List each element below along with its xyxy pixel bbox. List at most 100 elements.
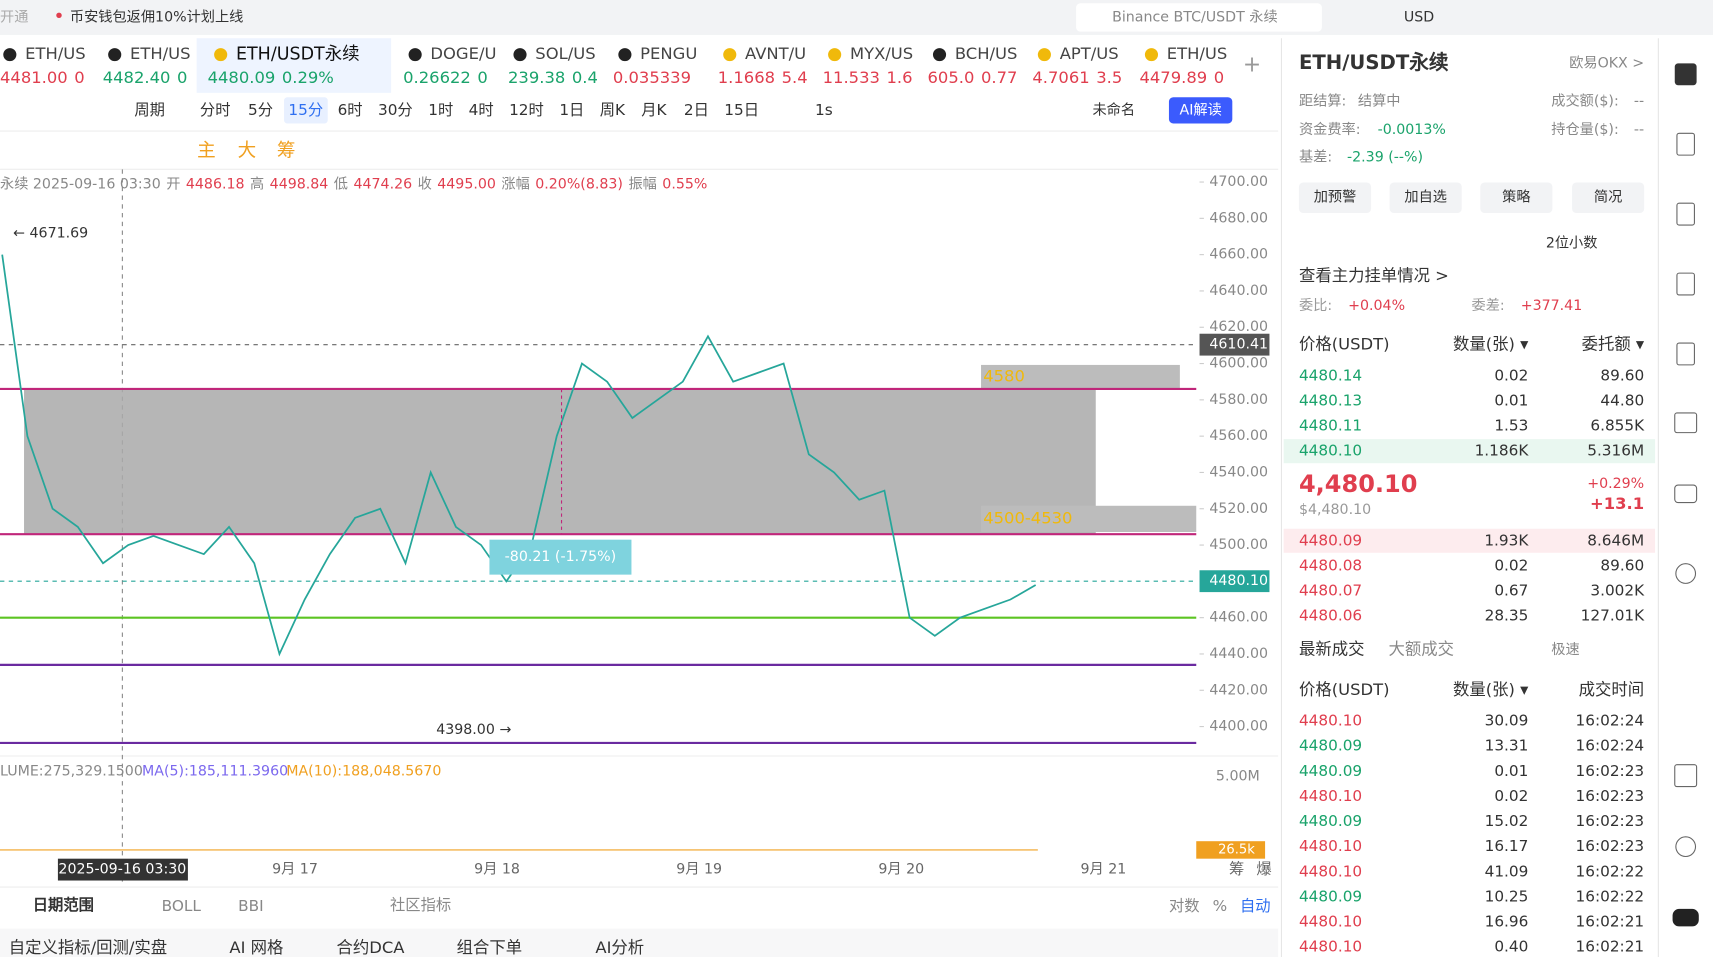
icon[interactable] [1674,63,1697,86]
cell: 16:02:22 [1576,862,1645,880]
icon[interactable] [1674,412,1698,434]
bottom-tab[interactable]: AI分析 [595,938,644,957]
indicator[interactable]: BOLL [162,897,202,915]
panel-button[interactable] [1572,182,1645,214]
ratio-label: 委比: [1299,298,1332,314]
icon[interactable] [1676,272,1695,296]
icon[interactable] [1676,342,1695,366]
column-header: 价格(USDT) [1299,335,1390,354]
interval[interactable]: 12时 [509,101,544,119]
cell: 3.002K [1590,582,1645,600]
range[interactable]: 日期范围 [33,896,94,914]
panel-button-label[interactable]: 策略 [1502,189,1530,206]
tab-name[interactable]: ETH/USDT永续 [236,45,360,65]
ai-button[interactable] [1168,97,1233,124]
icon[interactable] [1674,484,1698,504]
tab-icon [828,48,842,62]
period[interactable]: 周期 [134,101,165,119]
panel-button-label[interactable]: 简况 [1594,189,1622,206]
layout-name[interactable]: 未命名 [1092,101,1135,118]
y-tick-label: 4660.00 [1209,247,1268,263]
tab-change: 0.29% [282,68,334,87]
tab-name[interactable]: ETH/US [130,44,191,63]
interval[interactable]: 月K [641,101,667,119]
chart-option[interactable]: 自动 [1240,897,1271,915]
tab-name[interactable]: BCH/US [955,44,1018,63]
trade-tab[interactable]: 大额成交 [1389,640,1455,659]
fast[interactable]: 极速 [1551,642,1579,658]
icon[interactable] [1676,202,1695,226]
icon[interactable] [1675,836,1697,858]
y-tick-label: 4560.00 [1209,428,1268,444]
cell: 15.02 [1485,812,1529,830]
search-text[interactable]: Binance BTC/USDT 永续 [1112,8,1278,25]
tab-change: 0 [1214,68,1224,87]
interval[interactable]: 30分 [378,101,413,119]
cell: 4480.09 [1299,762,1362,780]
draw-tool[interactable]: 主 [197,140,216,161]
tab-change: 0 [177,68,187,87]
panel-button-label[interactable]: 加预警 [1314,190,1357,206]
interval[interactable]: 15日 [724,101,759,119]
cell: 6.855K [1590,417,1645,435]
currency[interactable]: USD [1404,9,1434,25]
price-tag-label: 4480.10 [1209,573,1268,589]
draw-tool[interactable]: 大 [238,140,257,161]
interval[interactable]: 15分 [288,101,323,119]
bottom-tab[interactable]: AI 网格 [229,938,283,957]
tab-name[interactable]: SOL/US [535,44,595,63]
panel-button[interactable] [1480,182,1553,214]
panel-button[interactable] [1298,182,1372,214]
indicator[interactable]: BBI [238,897,263,915]
side-option[interactable]: 爆 [1256,860,1271,878]
cell: 4480.10 [1299,787,1362,805]
depth-link[interactable]: 查看主力挂单情况 > [1299,266,1449,285]
volume-legend: MA(10):188,048.5670 [286,763,441,779]
interval[interactable]: 2日 [684,101,709,119]
price-tag-label: 4610.41 [1209,337,1268,353]
tab-name[interactable]: APT/US [1060,44,1119,63]
cell: 4480.10 [1299,712,1362,730]
panel-button-label[interactable]: 加自选 [1404,190,1447,206]
interval[interactable]: 分时 [200,101,231,119]
notice: 币安钱包返佣10%计划上线 [70,9,243,25]
interval[interactable]: 1日 [559,101,584,119]
tab-name[interactable]: MYX/US [850,44,913,63]
active-tab[interactable] [196,38,392,93]
icon[interactable] [1674,764,1698,788]
tab-name[interactable]: AVNT/U [745,44,806,63]
interval[interactable]: 5分 [248,101,273,119]
side-option[interactable]: 筹 [1229,860,1244,878]
community[interactable]: 社区指标 [390,896,451,914]
chart-option[interactable]: % [1213,897,1228,915]
chart-option[interactable]: 对数 [1169,897,1200,915]
low-label: 4398.00 → [436,722,511,738]
ai-button-label[interactable]: AI解读 [1179,101,1221,118]
icon[interactable] [1672,908,1699,927]
cell: 4480.10 [1299,862,1362,880]
bottom-tab[interactable]: 自定义指标/回测/实盘 [9,938,167,957]
diff-label: 委差: [1472,298,1505,314]
interval[interactable]: 6时 [338,101,363,119]
decimals[interactable]: 2位小数 [1546,236,1598,252]
tab-name[interactable]: DOGE/U [430,44,496,63]
icon[interactable] [1676,132,1695,156]
interval[interactable]: 1s [815,101,833,119]
icon[interactable] [1675,563,1697,584]
interval[interactable]: 4时 [469,101,494,119]
bottom-tab[interactable]: 组合下单 [457,938,523,957]
tab-name[interactable]: PENGU [640,44,697,63]
interval[interactable]: 周K [600,101,626,119]
info-part: 4486.18 [186,177,245,193]
trade-tab[interactable]: 最新成交 [1299,640,1365,659]
interval[interactable]: 1时 [428,101,453,119]
panel-button[interactable] [1389,182,1462,214]
search-box[interactable] [1076,3,1322,32]
draw-tool[interactable]: 筹 [277,140,296,161]
y-tick-label: 4440.00 [1209,646,1268,662]
cell: 89.60 [1600,366,1644,384]
bottom-tab[interactable]: 合约DCA [336,938,405,957]
tab-name[interactable]: ETH/US [25,44,86,63]
tab-name[interactable]: ETH/US [1167,44,1228,63]
x-label: 9月 19 [676,862,722,878]
